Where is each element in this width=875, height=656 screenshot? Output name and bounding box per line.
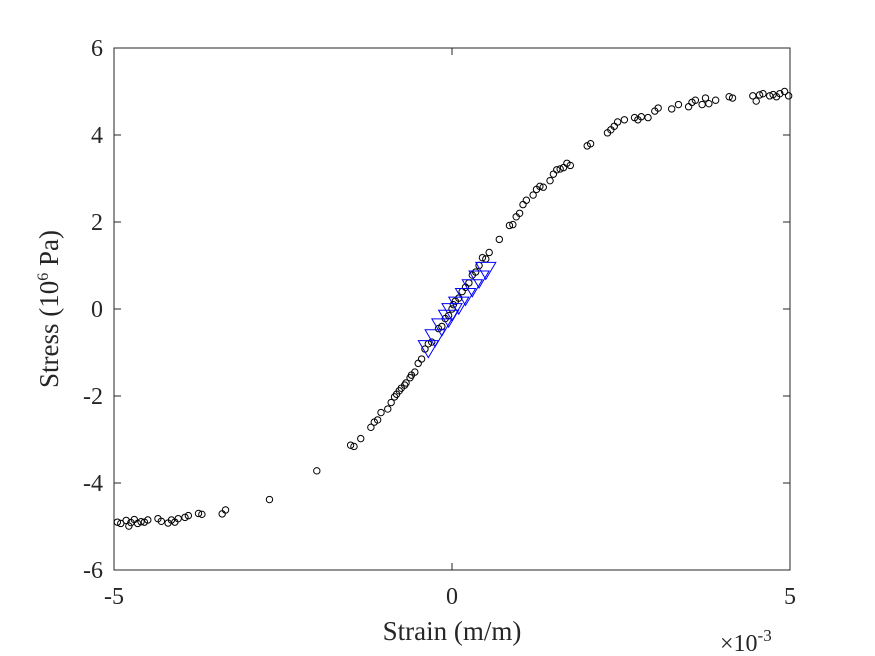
data-point-circle — [221, 506, 230, 514]
y-axis-label-prefix: Stress (10 — [34, 281, 64, 388]
data-point-circle — [515, 209, 524, 218]
data-point-circle — [411, 368, 419, 376]
axis-labels: -5 0 5 -6 -4 -2 0 2 4 6 — [83, 36, 796, 610]
data-point-circle — [198, 510, 206, 519]
data-point-circle — [402, 379, 410, 387]
data-point-circle — [113, 518, 122, 526]
data-point-circle — [117, 519, 125, 528]
data-point-circle — [137, 518, 145, 526]
data-point-circle — [759, 89, 767, 98]
data-point-circle — [553, 166, 561, 174]
data-point-triangle — [441, 303, 463, 322]
data-point-triangle — [447, 296, 470, 316]
x-tick-label: 0 — [446, 584, 458, 610]
plot-area — [113, 47, 791, 571]
data-point-circle — [471, 268, 480, 276]
y-tick-label: 0 — [91, 297, 103, 323]
y-tick-label: -4 — [83, 471, 103, 497]
data-point-circle — [539, 183, 547, 191]
data-point-circle — [194, 509, 203, 518]
data-point-circle — [505, 221, 514, 230]
data-point-circle — [728, 94, 737, 102]
data-point-circle — [613, 118, 622, 126]
data-point-circle — [691, 96, 700, 104]
x-axis-multiplier-exponent: -3 — [758, 626, 772, 645]
x-tick-label: 5 — [784, 584, 796, 610]
data-point-circle — [536, 182, 544, 191]
data-point-circle — [644, 113, 652, 122]
data-point-circle — [725, 93, 733, 101]
y-tick-label: 2 — [91, 210, 103, 236]
data-point-triangle — [461, 279, 484, 298]
data-point-circle — [373, 416, 382, 424]
y-tick-label: -2 — [83, 384, 103, 410]
data-point-circle — [428, 338, 436, 346]
data-point-circle — [377, 408, 385, 417]
data-point-circle — [755, 91, 764, 99]
x-axis-multiplier-base: ×10 — [720, 631, 758, 656]
data-point-circle — [174, 514, 182, 523]
data-point-circle — [784, 92, 793, 100]
data-point-circle — [701, 94, 710, 102]
data-point-circle — [705, 99, 713, 108]
y-axis-label-exponent: 6 — [35, 273, 52, 281]
data-point-circle — [776, 89, 784, 98]
data-point-circle — [654, 104, 662, 112]
data-point-circle — [357, 434, 365, 443]
y-axis-label-suffix: Pa) — [34, 230, 64, 273]
data-point-triangle — [417, 340, 440, 359]
data-point-circle — [529, 191, 537, 199]
data-point-circle — [780, 87, 789, 96]
data-marks — [113, 87, 793, 530]
data-point-circle — [668, 105, 676, 113]
data-point-circle — [265, 495, 274, 504]
x-axis-multiplier: ×10-3 — [720, 626, 772, 656]
data-point-circle — [522, 196, 531, 204]
data-point-triangle — [454, 287, 477, 307]
data-point-circle — [400, 381, 409, 389]
data-point-triangle — [424, 329, 446, 348]
data-point-circle — [367, 423, 375, 432]
y-tick-label: 6 — [91, 36, 103, 62]
data-point-circle — [346, 441, 355, 449]
data-point-circle — [620, 116, 629, 124]
data-point-circle — [752, 97, 760, 105]
data-point-circle — [711, 96, 720, 104]
data-point-circle — [556, 165, 564, 173]
data-point-circle — [509, 220, 517, 229]
data-point-circle — [417, 355, 426, 363]
data-point-circle — [478, 253, 487, 262]
data-point-circle — [586, 140, 595, 148]
data-point-circle — [485, 248, 493, 257]
data-point-triangle — [430, 318, 453, 337]
y-tick-label: 4 — [91, 123, 103, 149]
data-point-triangle — [474, 261, 497, 281]
data-point-circle — [313, 467, 321, 475]
data-point-circle — [566, 161, 574, 170]
x-tick-label: -5 — [104, 584, 124, 610]
data-point-circle — [144, 516, 152, 524]
data-point-triangle — [468, 270, 490, 290]
y-tick-label: -6 — [83, 558, 103, 584]
data-point-circle — [350, 442, 358, 451]
data-point-circle — [495, 235, 504, 244]
data-point-circle — [157, 517, 166, 525]
y-axis-label: Stress (106 Pa) — [34, 230, 64, 388]
data-point-circle — [184, 511, 193, 520]
data-point-circle — [384, 405, 392, 413]
data-point-circle — [546, 176, 554, 185]
x-axis-label: Strain (m/m) — [383, 616, 522, 646]
axis-ticks — [113, 47, 791, 571]
data-point-circle — [674, 100, 683, 109]
data-point-circle — [387, 398, 395, 407]
